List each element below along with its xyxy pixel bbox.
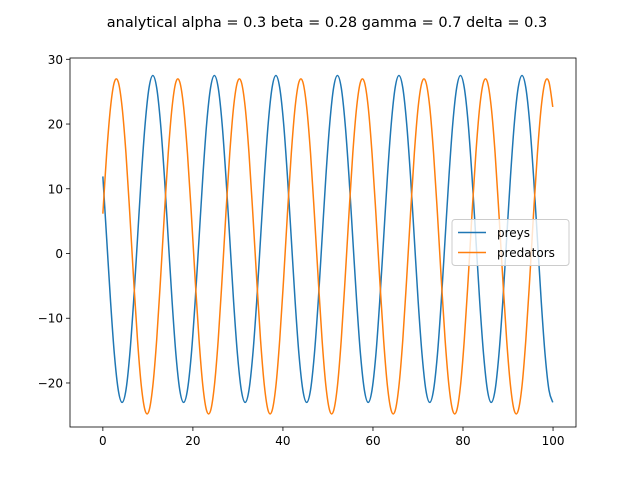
y-tick-label: −20	[38, 376, 63, 390]
x-tick-label: 80	[455, 434, 470, 448]
x-tick-label: 20	[185, 434, 200, 448]
series-line	[102, 78, 554, 415]
legend-label: predators	[497, 246, 555, 260]
y-tick-label: 20	[48, 118, 63, 132]
y-tick-label: 0	[55, 247, 63, 261]
x-tick-label: 60	[365, 434, 380, 448]
x-tick-label: 100	[542, 434, 565, 448]
legend-label: preys	[497, 226, 530, 240]
chart-title: analytical alpha = 0.3 beta = 0.28 gamma…	[107, 15, 547, 31]
series-line	[102, 74, 554, 404]
legend-box	[451, 219, 570, 266]
y-tick-label: 30	[48, 53, 63, 67]
plot-frame	[69, 57, 577, 428]
y-tick-label: 10	[48, 182, 63, 196]
x-tick-label: 40	[275, 434, 290, 448]
x-tick-label: 0	[99, 434, 107, 448]
y-tick-label: −10	[38, 312, 63, 326]
